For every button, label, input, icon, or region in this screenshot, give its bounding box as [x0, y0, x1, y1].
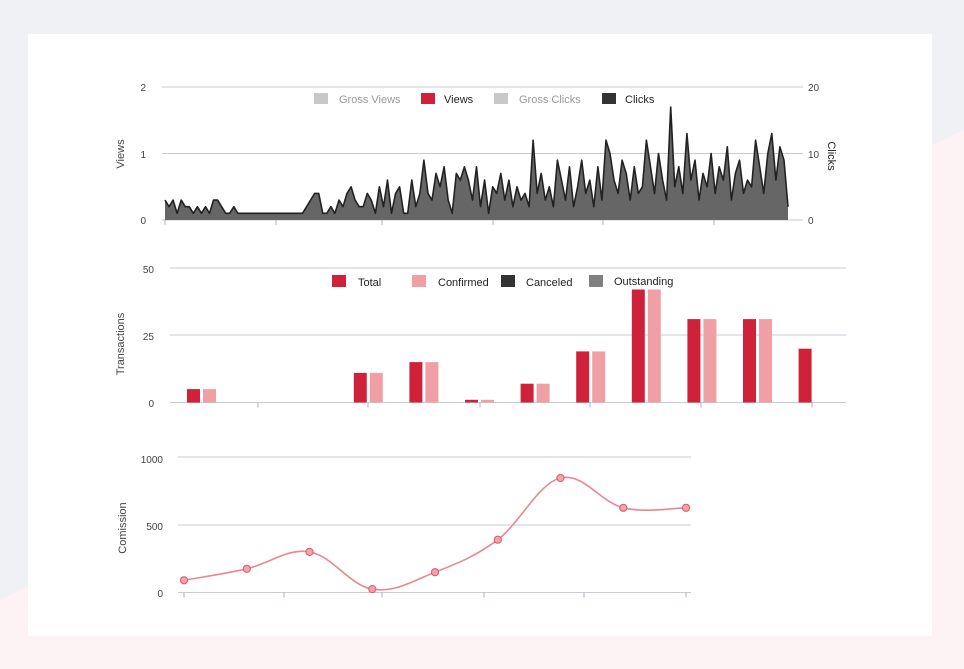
- commission-point: [430, 568, 440, 577]
- legend-label: Gross Clicks: [519, 94, 581, 106]
- bar-total: [465, 399, 478, 403]
- legend-item-total[interactable]: Total: [332, 275, 381, 289]
- commission-ytick: 500: [146, 522, 163, 533]
- legend-item-canceled[interactable]: Canceled: [501, 275, 572, 289]
- bar-confirmed: [647, 289, 661, 403]
- clicks-ytick: 20: [808, 83, 820, 94]
- clicks-ytick: 10: [808, 150, 820, 161]
- bar-total: [409, 362, 423, 403]
- views-ytick: 0: [140, 216, 146, 227]
- legend-item-outstanding[interactable]: Outstanding: [589, 275, 673, 288]
- bar-confirmed: [536, 383, 550, 403]
- commission-point: [305, 547, 314, 557]
- clicks-ytick: 0: [808, 216, 814, 227]
- bar-total: [798, 348, 812, 403]
- legend-swatch: [332, 275, 346, 287]
- bar-confirmed: [703, 319, 717, 403]
- commission-ytick: 1000: [141, 455, 164, 466]
- legend-swatch: [589, 275, 603, 287]
- legend-swatch: [501, 275, 515, 287]
- legend-swatch: [421, 93, 435, 104]
- legend-swatch: [602, 93, 616, 104]
- legend-item-views[interactable]: Views: [421, 93, 474, 106]
- legend-item-gross-views[interactable]: Gross Views: [314, 93, 401, 106]
- commission-axis-label: Comission: [117, 502, 129, 553]
- commission-point: [493, 535, 502, 544]
- views-ytick: 2: [140, 83, 146, 94]
- legend-label: Confirmed: [438, 277, 489, 289]
- commission-point: [681, 503, 691, 512]
- commission-chart: 1000 500 0 Comission: [117, 455, 691, 600]
- bar-total: [576, 351, 590, 403]
- legend-swatch: [412, 275, 426, 287]
- bar-confirmed: [592, 351, 606, 403]
- bar-confirmed: [759, 319, 772, 403]
- views-ytick: 1: [140, 150, 146, 161]
- transactions-chart: 50 25 0 Transactions Total Confirmed Can…: [115, 265, 846, 410]
- transactions-ytick: 25: [143, 332, 155, 343]
- clicks-axis-label: Clicks: [825, 141, 837, 171]
- clicks-line: [164, 106, 789, 215]
- commission-ytick: 0: [157, 589, 163, 600]
- legend-label: Outstanding: [614, 276, 673, 288]
- charts-card: 2 1 0 20 10 0 Views Clicks Gross Views V…: [28, 34, 932, 636]
- legend-swatch: [314, 93, 328, 104]
- bar-confirmed: [425, 362, 439, 403]
- legend-label: Total: [358, 277, 381, 289]
- bar-total: [520, 383, 534, 403]
- bar-total: [187, 389, 200, 403]
- commission-point: [556, 473, 565, 483]
- bar-total: [631, 289, 645, 403]
- legend-label: Views: [444, 94, 474, 106]
- bar-confirmed: [203, 389, 216, 403]
- charts-canvas: 2 1 0 20 10 0 Views Clicks Gross Views V…: [115, 83, 846, 600]
- legend-label: Clicks: [625, 94, 655, 106]
- commission-point: [179, 576, 189, 585]
- views-clicks-chart: 2 1 0 20 10 0 Views Clicks Gross Views V…: [115, 83, 837, 227]
- legend-label: Gross Views: [339, 94, 401, 106]
- legend-item-clicks[interactable]: Clicks: [602, 93, 655, 106]
- bar-confirmed: [369, 372, 383, 403]
- bar-confirmed: [481, 399, 494, 403]
- bar-total: [353, 372, 367, 403]
- legend-item-gross-clicks[interactable]: Gross Clicks: [494, 93, 581, 106]
- bar-total: [687, 319, 701, 403]
- commission-point: [242, 564, 251, 573]
- transactions-ytick: 50: [143, 265, 155, 276]
- commission-point: [619, 503, 628, 512]
- legend-item-confirmed[interactable]: Confirmed: [412, 275, 489, 289]
- views-axis-label: Views: [115, 139, 127, 169]
- transactions-axis-label: Transactions: [115, 312, 127, 375]
- legend-swatch: [494, 93, 508, 104]
- clicks-area: [165, 107, 788, 220]
- legend-label: Canceled: [526, 277, 572, 289]
- transactions-ytick: 0: [148, 399, 154, 410]
- commission-point: [368, 585, 377, 594]
- bar-total: [743, 319, 756, 403]
